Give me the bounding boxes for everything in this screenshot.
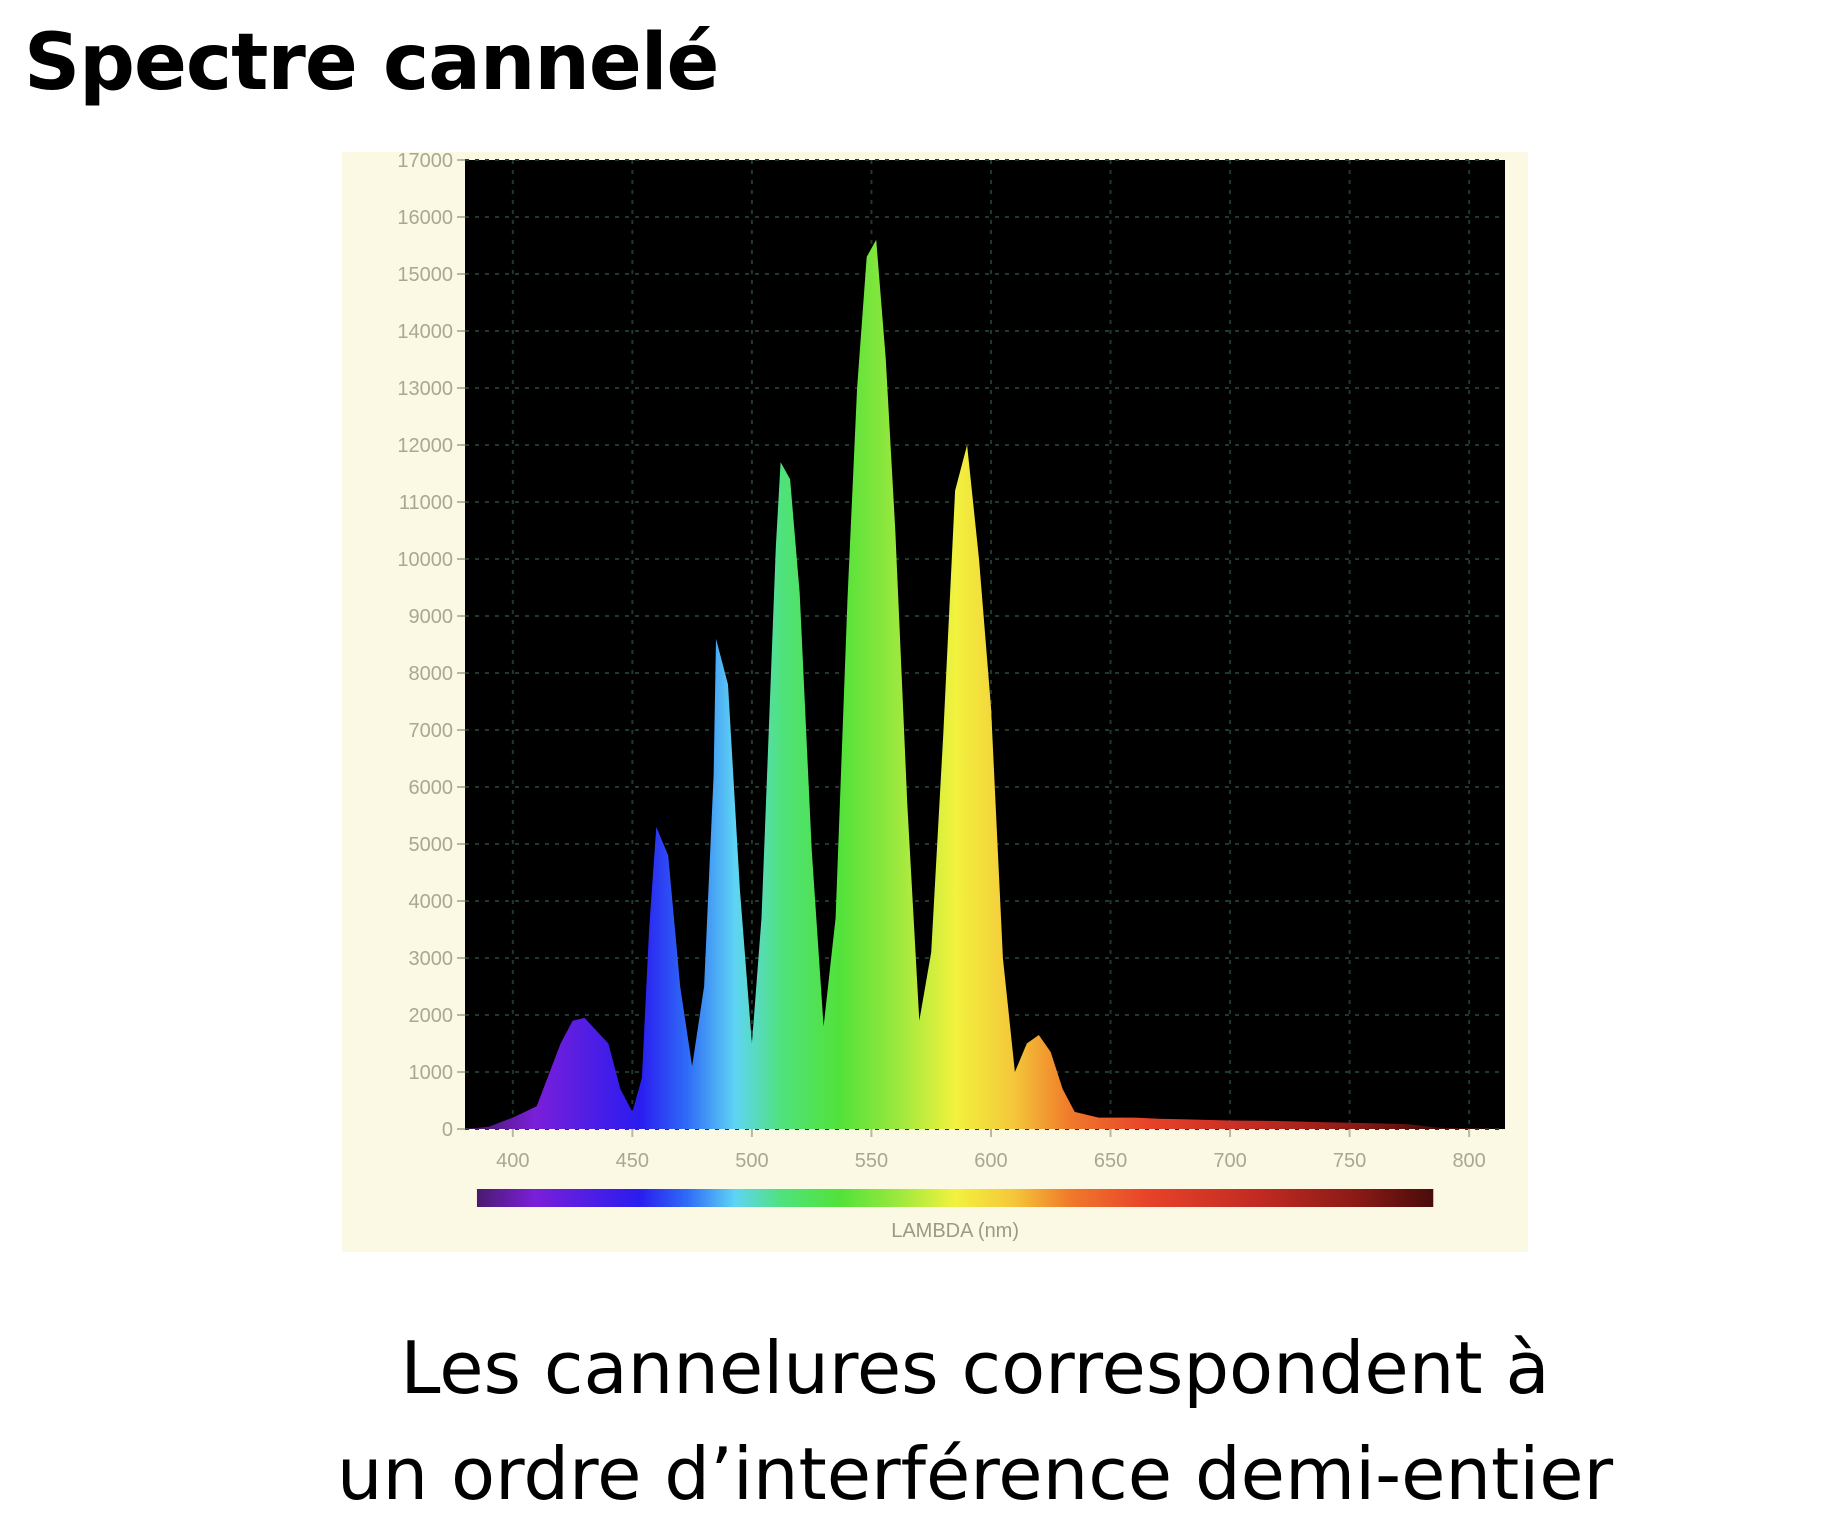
x-tick-label: 800	[1452, 1150, 1485, 1172]
slide-title: Spectre cannelé	[24, 18, 719, 108]
y-tick-label: 13000	[397, 378, 453, 400]
y-tick-label: 4000	[409, 891, 454, 913]
x-tick-label: 400	[496, 1150, 529, 1172]
x-tick-label: 750	[1333, 1150, 1366, 1172]
y-tick-label: 10000	[397, 549, 453, 571]
caption-line-1: Les cannelures correspondent à	[400, 1326, 1550, 1410]
x-axis: 400 450 500 550 600 650 700 750 800	[496, 1129, 1486, 1172]
x-tick-label: 700	[1213, 1150, 1246, 1172]
y-tick-label: 6000	[409, 777, 454, 799]
x-tick-label: 550	[855, 1150, 888, 1172]
slide-caption: Les cannelures correspondent à un ordre …	[0, 1315, 1824, 1527]
y-tick-label: 8000	[409, 663, 454, 685]
spectrum-chart: 0 1000 2000 3000 4000 5000 6000 7000 8000 9000 100…	[342, 152, 1528, 1252]
y-tick-label: 1000	[409, 1062, 454, 1084]
y-tick-label: 16000	[397, 207, 453, 229]
y-tick-label: 7000	[409, 720, 454, 742]
x-tick-label: 600	[974, 1150, 1007, 1172]
x-tick-label: 450	[616, 1150, 649, 1172]
x-tick-label: 500	[735, 1150, 768, 1172]
y-tick-label: 17000	[397, 152, 453, 172]
y-tick-label: 9000	[409, 606, 454, 628]
y-tick-label: 5000	[409, 834, 454, 856]
spectrum-area-series	[465, 239, 1505, 1130]
y-axis: 0 1000 2000 3000 4000 5000 6000 7000 8000 9000 100…	[397, 152, 465, 1141]
y-tick-label: 2000	[409, 1005, 454, 1027]
y-tick-label: 0	[442, 1119, 453, 1141]
y-tick-label: 3000	[409, 948, 454, 970]
y-tick-label: 14000	[397, 321, 453, 343]
y-tick-label: 11000	[399, 492, 453, 514]
x-tick-label: 650	[1094, 1150, 1127, 1172]
wavelength-colorbar	[476, 1189, 1434, 1207]
y-tick-label: 15000	[397, 264, 453, 286]
caption-line-2: un ordre d’interférence demi-entier	[336, 1432, 1614, 1516]
x-axis-label: LAMBDA (nm)	[891, 1220, 1019, 1242]
y-tick-label: 12000	[397, 435, 453, 457]
